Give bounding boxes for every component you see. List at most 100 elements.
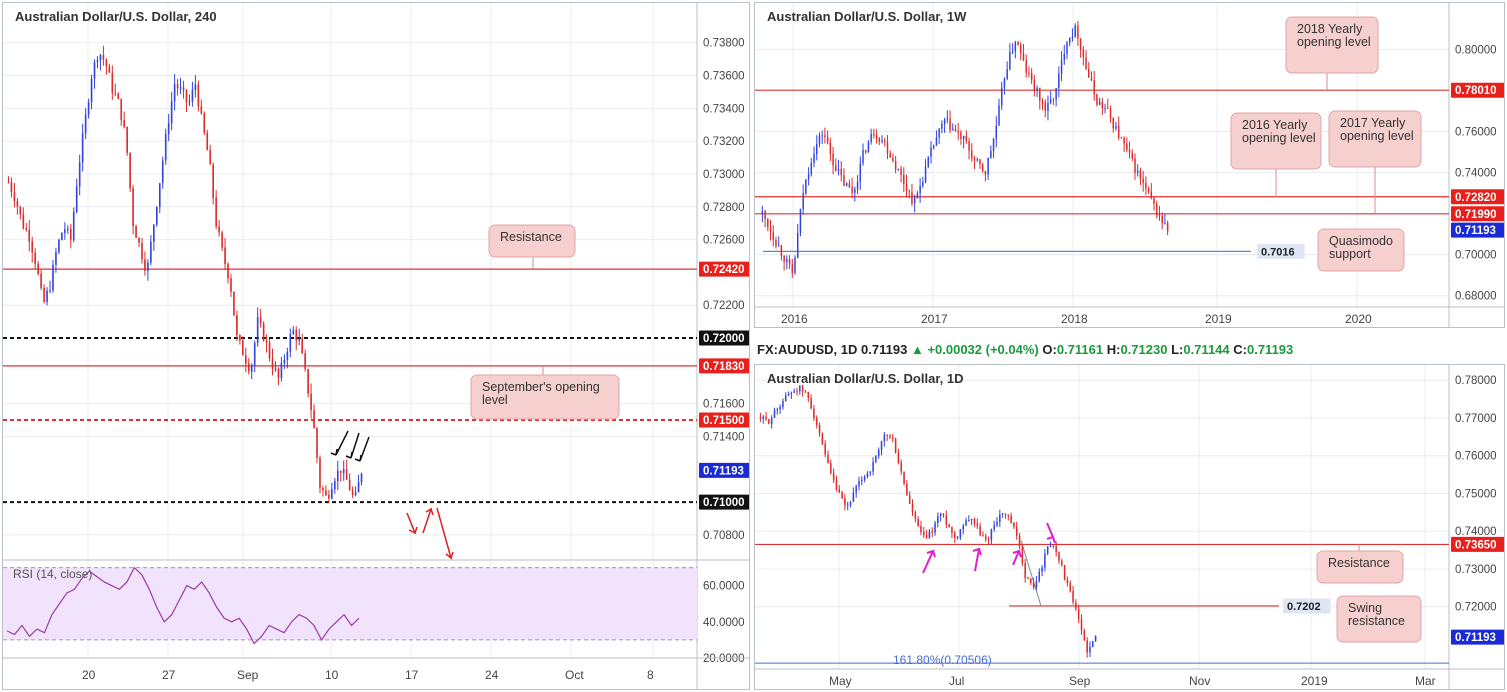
h4-candle-body — [28, 229, 31, 242]
weekly-candle-body — [845, 183, 848, 186]
daily-candle-body — [841, 492, 843, 499]
weekly-candle-body — [813, 153, 815, 164]
h4-candle-body — [69, 228, 72, 240]
weekly-candle-body — [1147, 188, 1150, 192]
h4-candle-body — [176, 84, 179, 89]
h4-candle-body — [316, 428, 318, 458]
weekly-candle-body — [995, 125, 998, 139]
weekly-candle-body — [1150, 191, 1153, 199]
weekly-candle-body — [889, 153, 891, 158]
h4-candle-body — [212, 164, 214, 198]
daily-candle-body — [931, 531, 933, 533]
weekly-candle-body — [919, 185, 921, 194]
rsi-y-tick-label: 20.0000 — [703, 653, 745, 665]
h4-chart[interactable]: 0.73800 0.73600 0.73400 0.73200 0.73000 0.728… — [3, 3, 750, 690]
daily-res-callout-box — [1316, 550, 1404, 584]
weekly-x-tick-label: 2020 — [1345, 312, 1372, 326]
daily-candle-body — [773, 409, 776, 419]
h4-candle-body — [236, 315, 238, 336]
daily-candle-body — [807, 391, 810, 398]
daily-candle-body — [1083, 630, 1086, 641]
daily-candle-body — [1007, 514, 1010, 516]
weekly-candle-body — [810, 163, 813, 175]
h4-candle-body — [46, 290, 48, 302]
weekly-candle-body — [1014, 42, 1017, 52]
daily-chart-panel[interactable]: 0.78000 0.77000 0.76000 0.75000 0.74000 0.730… — [754, 364, 1505, 690]
weekly-y-tick-label: 0.70000 — [1455, 250, 1497, 262]
weekly-candle-body — [1107, 107, 1109, 109]
daily-candle-body — [996, 521, 998, 526]
daily-candle-body — [979, 526, 981, 536]
daily-magenta-arrow-icon — [1012, 549, 1022, 566]
weekly-candle-body — [1090, 77, 1093, 81]
symbol-info-bar: FX:AUDUSD, 1D 0.71193 ▲ +0.00032 (+0.04%… — [757, 342, 1293, 357]
h4-candle-body — [289, 334, 292, 352]
h4-candle-body — [144, 259, 146, 272]
daily-candle-body — [1077, 608, 1080, 619]
weekly-candle-body — [905, 183, 908, 191]
weekly-candle-body — [837, 168, 840, 172]
h4-candle-body — [150, 241, 152, 263]
daily-y-tick-label: 0.72000 — [1455, 602, 1497, 614]
h4-candle-body — [179, 87, 182, 89]
h4-candle-body — [19, 206, 22, 215]
h4-level-tag: 0.72420 — [703, 264, 745, 276]
weekly-candle-body — [1036, 87, 1038, 91]
h4-candle-body — [75, 186, 78, 213]
daily-candle-body — [1080, 618, 1083, 631]
weekly-candle-body — [1082, 49, 1085, 58]
weekly-chart-panel[interactable]: 0.80000 0.76000 0.74000 0.70000 0.68000 0.780… — [754, 2, 1505, 328]
weekly-x-tick-label: 2016 — [781, 312, 808, 326]
h4-y-tick-label: 0.72800 — [703, 202, 745, 214]
h4-y-tick-label: 0.73600 — [703, 71, 745, 83]
h4-candle-body — [111, 72, 114, 93]
h4-chart-panel[interactable]: 0.73800 0.73600 0.73400 0.73200 0.73000 0.728… — [2, 2, 750, 690]
daily-candle-body — [832, 473, 835, 480]
h4-candle-body — [108, 66, 111, 73]
h4-candle-body — [310, 393, 312, 411]
weekly-level-tag-bg — [1451, 206, 1504, 222]
h4-candle-body — [224, 247, 226, 264]
daily-candle-body — [948, 524, 950, 528]
daily-candle-body — [965, 520, 967, 526]
daily-candle-body — [861, 479, 863, 481]
h4-x-tick-label: 24 — [485, 668, 499, 682]
daily-candle-body — [889, 435, 891, 437]
h4-candle-body — [147, 262, 149, 272]
daily-candle-body — [1089, 646, 1091, 653]
daily-chart[interactable]: 0.78000 0.77000 0.76000 0.75000 0.74000 0.730… — [755, 365, 1505, 690]
daily-candle-body — [903, 471, 905, 484]
weekly-candle-body — [1112, 117, 1114, 129]
h4-candle-body — [55, 251, 57, 265]
weekly-candle-body — [818, 135, 821, 144]
weekly-candle-body — [878, 138, 881, 142]
daily-candle-body — [953, 532, 956, 538]
daily-candle-body — [869, 471, 872, 474]
weekly-candle-body — [1020, 44, 1022, 53]
weekly-candle-body — [875, 135, 878, 139]
weekly-candle-body — [1136, 170, 1139, 173]
h4-candle-body — [262, 323, 265, 341]
h4-candle-body — [247, 363, 250, 372]
h4-candle-body — [78, 162, 81, 187]
daily-level-tag: 0.73650 — [1455, 539, 1497, 551]
weekly-candle-body — [780, 245, 783, 256]
h4-sept-callout-text: level — [482, 393, 508, 407]
weekly-candle-body — [922, 182, 924, 186]
h4-arrow-icon — [345, 432, 360, 459]
open-value: 0.71161 — [1056, 342, 1104, 357]
weekly-qm-callout-text: support — [1329, 247, 1371, 261]
daily-candle-body — [945, 515, 948, 525]
h4-candle-body — [141, 242, 143, 260]
weekly-candle-body — [829, 142, 832, 154]
h4-candle-body — [102, 54, 105, 60]
weekly-candle-body — [772, 232, 774, 240]
daily-candle-body — [1052, 545, 1055, 547]
daily-candle-body — [759, 417, 762, 419]
daily-x-tick-label: Sep — [1069, 674, 1091, 688]
weekly-level-tag: 0.72820 — [1455, 192, 1497, 204]
weekly-chart[interactable]: 0.80000 0.76000 0.74000 0.70000 0.68000 0.780… — [755, 3, 1505, 328]
h4-candle-body — [188, 101, 191, 103]
h4-candle-body — [227, 263, 229, 279]
weekly-candle-body — [900, 168, 902, 175]
